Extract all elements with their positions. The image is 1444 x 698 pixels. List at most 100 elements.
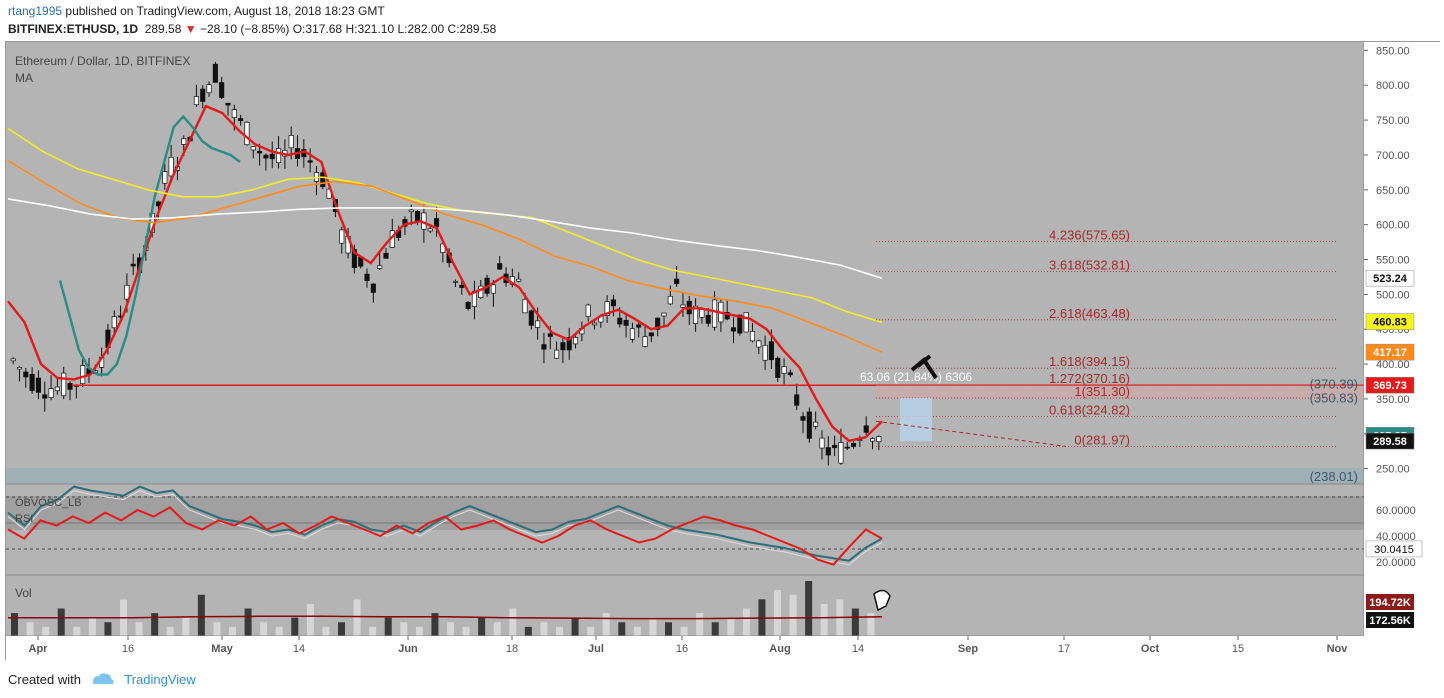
y-tick-label: 850.00 [1376,45,1410,57]
candle [206,84,212,94]
candle [288,135,294,149]
gavel-icon [910,354,938,380]
candle [452,280,459,283]
candle [775,357,781,378]
volume-bar [322,626,330,636]
publisher-name[interactable]: rtang1995 [8,4,63,18]
volume-bar [789,594,797,636]
fib-level-label: 1(351.30) [1074,384,1130,399]
tradingview-logo-icon[interactable] [91,672,115,689]
osc-tick-label: 20.0000 [1376,557,1416,569]
candle [238,118,244,122]
volume-bar [587,626,595,636]
candle [263,154,269,159]
candle [276,148,282,163]
y-tick-label: 350.00 [1376,394,1410,406]
volume-bar [400,622,408,636]
vol-axis-tag-label: 172.56K [1369,615,1411,627]
fib-level-label: 3.618(532.81) [1049,257,1130,272]
candle [320,172,326,188]
pointing-hand-icon [873,589,891,612]
candle [623,319,629,326]
candle [674,278,680,285]
candle [497,263,503,270]
volume-bar [774,590,782,636]
candle [490,284,496,294]
rsi-legend: RSI [15,513,33,525]
volume-bar [306,603,314,636]
volume-bar [696,613,704,636]
candle [200,88,206,102]
x-tick-label: 18 [506,643,518,655]
low-value: 282.00 [407,22,445,36]
candle [10,358,16,362]
candle [863,425,869,433]
candle [794,394,800,406]
candle [130,263,136,267]
y-tick-label: 250.00 [1376,464,1410,476]
resistance-zone [876,385,1364,399]
price-axis-tag [1365,269,1415,287]
osc-tick-label: 60.0000 [1376,505,1416,517]
candle [661,312,667,317]
candle [591,322,598,326]
candle [566,337,572,351]
candle [67,382,73,390]
tradingview-link[interactable]: TradingView [124,672,196,687]
volume-bar [742,608,750,636]
x-tick-label: 16 [122,643,134,655]
candle [572,337,579,345]
x-tick-label: Apr [29,643,49,655]
volume-bar [820,603,828,636]
ma-line [7,104,883,443]
x-tick-label: Nov [1327,643,1349,655]
volume-bar [805,581,813,636]
fib-level-label: 0(281.97) [1074,432,1130,447]
candle [705,314,711,324]
x-tick-label: 15 [1232,643,1244,655]
candle [680,304,686,308]
price-axis-tag-label: 460.83 [1373,317,1407,329]
volume-bar [166,626,174,636]
osc-tick-label: 40.0000 [1376,531,1416,543]
osc-axis-tag [1365,540,1423,558]
candle [29,373,35,391]
volume-bar [665,622,673,636]
candle [876,436,882,443]
osc-axis-tag-label: 30.0415 [1374,544,1414,556]
open-value: 317.68 [305,22,343,36]
candle [642,336,648,347]
volume-bar [104,622,112,636]
zone-label: (350.83) [1310,390,1358,405]
candle [35,377,41,393]
candle [193,96,199,106]
volume-bar [680,626,688,636]
measure-box [900,398,932,442]
volume-bar [88,617,96,636]
measure-label: 63.06 (21.84%) 6306 [860,370,972,384]
volume-bar [727,617,735,636]
price-axis-tag-label: 523.24 [1373,273,1408,285]
x-tick-label: Jun [398,643,418,655]
volume-bar [369,626,377,636]
candle [787,372,793,376]
candle [648,332,654,337]
y-tick-label: 600.00 [1376,220,1410,232]
vol-pane-bg [6,575,1364,636]
volume-bar [524,626,532,636]
candle [522,298,528,314]
y-tick-label: 750.00 [1376,115,1410,127]
obv-legend: OBVOSC_LB [15,497,82,509]
volume-bar [649,617,657,636]
volume-bar [135,622,143,636]
obv-signal-line [7,489,883,566]
candle [756,340,762,348]
candle [768,341,774,361]
x-tick-label: 14 [293,643,305,655]
close-label: C: [447,22,460,36]
candle [724,312,730,320]
vol-axis-tag-label: 194.72K [1369,597,1411,609]
candle [244,121,250,146]
candle [825,447,831,456]
